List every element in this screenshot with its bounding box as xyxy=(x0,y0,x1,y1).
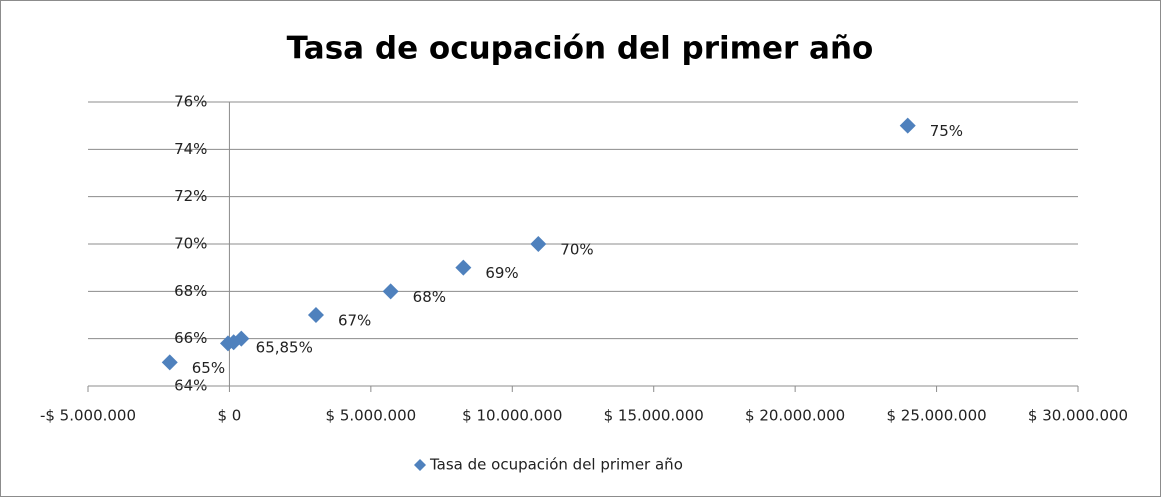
legend-marker xyxy=(414,459,426,471)
point xyxy=(233,330,250,347)
legend-label: Tasa de ocupación del primer año xyxy=(429,456,683,474)
y-tick-label: 66% xyxy=(174,329,207,347)
data-label: 69% xyxy=(485,264,518,282)
data-label: 68% xyxy=(413,288,446,306)
y-tick-label: 70% xyxy=(174,235,207,253)
data-label: 70% xyxy=(560,241,593,259)
x-tick-label: $ 0 xyxy=(217,407,241,425)
data-label: 75% xyxy=(930,122,963,140)
x-tick-label: -$ 5.000.000 xyxy=(40,407,136,425)
point xyxy=(899,117,916,134)
x-tick-label: $ 20.000.000 xyxy=(745,407,845,425)
y-tick-label: 68% xyxy=(174,282,207,300)
x-tick-label: $ 5.000.000 xyxy=(326,407,417,425)
y-tick-label: 76% xyxy=(174,93,207,111)
y-tick-label: 72% xyxy=(174,187,207,205)
point xyxy=(307,307,324,323)
data-label: 65,85% xyxy=(256,339,313,357)
point xyxy=(530,236,547,252)
point xyxy=(455,259,472,276)
x-tick-label: $ 10.000.000 xyxy=(462,407,562,425)
data-label: 67% xyxy=(338,312,371,330)
chart-title: Tasa de ocupación del primer año xyxy=(287,31,874,67)
point xyxy=(382,283,399,300)
x-tick-label: $ 25.000.000 xyxy=(886,407,986,425)
x-tick-label: $ 15.000.000 xyxy=(604,407,704,425)
x-tick-label: $ 30.000.000 xyxy=(1028,407,1128,425)
y-tick-label: 74% xyxy=(174,140,207,158)
data-label: 65% xyxy=(192,359,225,377)
point xyxy=(161,354,178,371)
